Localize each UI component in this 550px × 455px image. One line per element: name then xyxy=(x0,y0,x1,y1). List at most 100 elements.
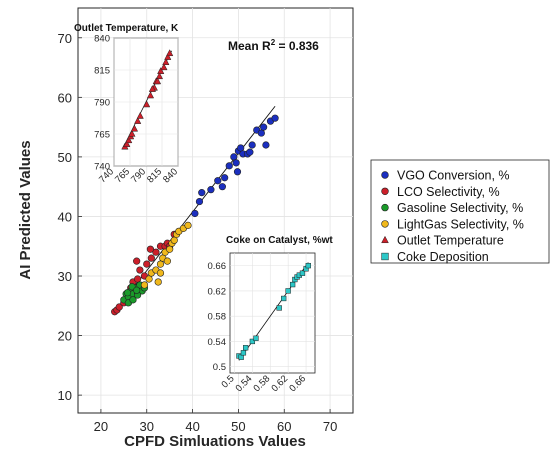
inset1-data-point xyxy=(148,85,157,92)
legend-marker xyxy=(381,220,389,228)
main-data-point xyxy=(147,254,155,262)
main-tick-labels: 20 30 40 50 60 70 10 20 30 40 50 60 70 xyxy=(58,31,338,434)
main-data-point xyxy=(246,148,254,156)
legend-marker xyxy=(381,171,389,179)
legend-label: LCO Selectivity, % xyxy=(397,185,500,199)
main-data-point xyxy=(163,257,171,265)
main-y-tick-label: 50 xyxy=(58,150,72,165)
legend-marker xyxy=(381,187,389,196)
legend-item: Gasoline Selectivity, % xyxy=(381,201,523,215)
main-data-point xyxy=(129,296,137,304)
inset2-data-point xyxy=(243,345,249,351)
legend-item: Coke Deposition xyxy=(381,250,489,264)
main-data-point xyxy=(140,281,149,289)
inset2-data-points xyxy=(236,262,311,360)
inset2-y-tick-label: 0.62 xyxy=(208,286,227,297)
main-data-point xyxy=(154,278,162,286)
inset2-data-point xyxy=(240,350,247,356)
main-y-tick-label: 60 xyxy=(58,90,72,105)
inset1-data-point xyxy=(146,91,155,99)
main-x-tick-label: 60 xyxy=(277,419,291,434)
main-x-tick-label: 50 xyxy=(231,419,245,434)
inset2-data-point xyxy=(285,288,291,294)
main-data-point xyxy=(166,245,174,253)
main-y-tick-label: 20 xyxy=(58,329,72,344)
main-x-tick-label: 70 xyxy=(323,419,337,434)
inset1-data-point xyxy=(157,67,165,74)
inset1-data-point xyxy=(123,140,131,147)
main-data-points xyxy=(111,114,279,316)
main-data-point xyxy=(225,162,233,170)
inset1-y-tick-label: 815 xyxy=(94,66,110,77)
inset1-y-tick-label: 790 xyxy=(94,98,110,109)
main-data-point xyxy=(233,168,242,176)
main-data-point xyxy=(262,141,270,149)
main-data-point xyxy=(133,275,142,283)
inset2-data-point xyxy=(276,305,282,311)
main-data-point xyxy=(214,177,222,185)
main-data-point xyxy=(198,189,206,197)
main-data-point xyxy=(184,221,192,229)
inset2-data-point xyxy=(289,281,296,288)
legend-marker xyxy=(381,203,389,212)
main-y-tick-label: 30 xyxy=(58,269,72,284)
inset2-data-point xyxy=(249,338,256,345)
inset1-data-point xyxy=(128,129,136,137)
main-data-point xyxy=(133,257,141,265)
inset1-data-points xyxy=(121,49,174,150)
legend-item: LightGas Selectivity, % xyxy=(381,217,524,231)
inset2-data-point xyxy=(253,335,259,341)
inset1-data-point xyxy=(164,53,172,60)
inset-outlet-temperature: Outlet Temperature, K 740740765765790790… xyxy=(74,23,180,185)
legend-item: Outlet Temperature xyxy=(381,234,504,248)
r2-annotation: Mean R2 = 0.836 xyxy=(228,38,319,53)
main-data-point xyxy=(257,129,265,137)
inset-coke-on-catalyst: Coke on Catalyst, %wt 0.50.50.540.540.58… xyxy=(208,235,334,394)
main-data-point xyxy=(271,114,279,122)
legend-box xyxy=(370,159,550,264)
main-x-tick-label: 30 xyxy=(140,419,154,434)
inset1-data-point xyxy=(155,72,164,80)
main-x-tick-label: 20 xyxy=(94,419,108,434)
legend-marker xyxy=(381,235,389,244)
main-data-point xyxy=(136,266,144,274)
inset2-y-tick-label: 0.58 xyxy=(208,312,227,323)
main-data-point xyxy=(115,303,123,311)
inset1-data-point xyxy=(162,58,170,66)
main-x-tick-label: 40 xyxy=(185,419,199,434)
inset1-data-point xyxy=(166,49,174,57)
y-axis-title: AI Predicted Values xyxy=(17,140,34,279)
legend: VGO Conversion, % LCO Selectivity, % Gasol… xyxy=(370,159,550,264)
inset2-data-point xyxy=(238,354,244,360)
main-data-point xyxy=(152,248,160,256)
main-y-tick-label: 70 xyxy=(58,31,72,46)
main-data-point xyxy=(156,269,165,277)
inset1-data-point xyxy=(160,63,168,71)
x-axis-title: CPFD Simluations Values xyxy=(124,433,306,450)
inset1-data-point xyxy=(136,111,144,119)
inset1-data-point xyxy=(153,77,162,85)
main-data-point xyxy=(237,144,245,152)
inset2-y-tick-label: 0.54 xyxy=(208,337,227,348)
inset1-data-point xyxy=(125,136,133,144)
main-data-point xyxy=(156,260,165,268)
main-data-point xyxy=(218,183,226,191)
main-data-point xyxy=(230,153,238,161)
main-data-point xyxy=(170,236,178,244)
main-data-point xyxy=(145,275,153,283)
main-data-point xyxy=(143,260,151,268)
legend-label: Coke Deposition xyxy=(397,250,489,264)
main-y-tick-label: 40 xyxy=(58,209,72,224)
main-data-point xyxy=(260,123,268,131)
legend-item: LCO Selectivity, % xyxy=(381,185,500,199)
inset1-y-tick-label: 740 xyxy=(94,162,110,173)
inset1-y-tick-label: 840 xyxy=(94,34,110,45)
main-data-point xyxy=(195,197,204,206)
main-data-point xyxy=(221,174,229,182)
inset1-data-point xyxy=(130,124,139,132)
inset1-y-tick-label: 765 xyxy=(94,130,110,141)
main-data-point xyxy=(133,286,141,294)
legend-item: VGO Conversion, % xyxy=(381,169,510,183)
inset2-title: Coke on Catalyst, %wt xyxy=(226,235,333,246)
